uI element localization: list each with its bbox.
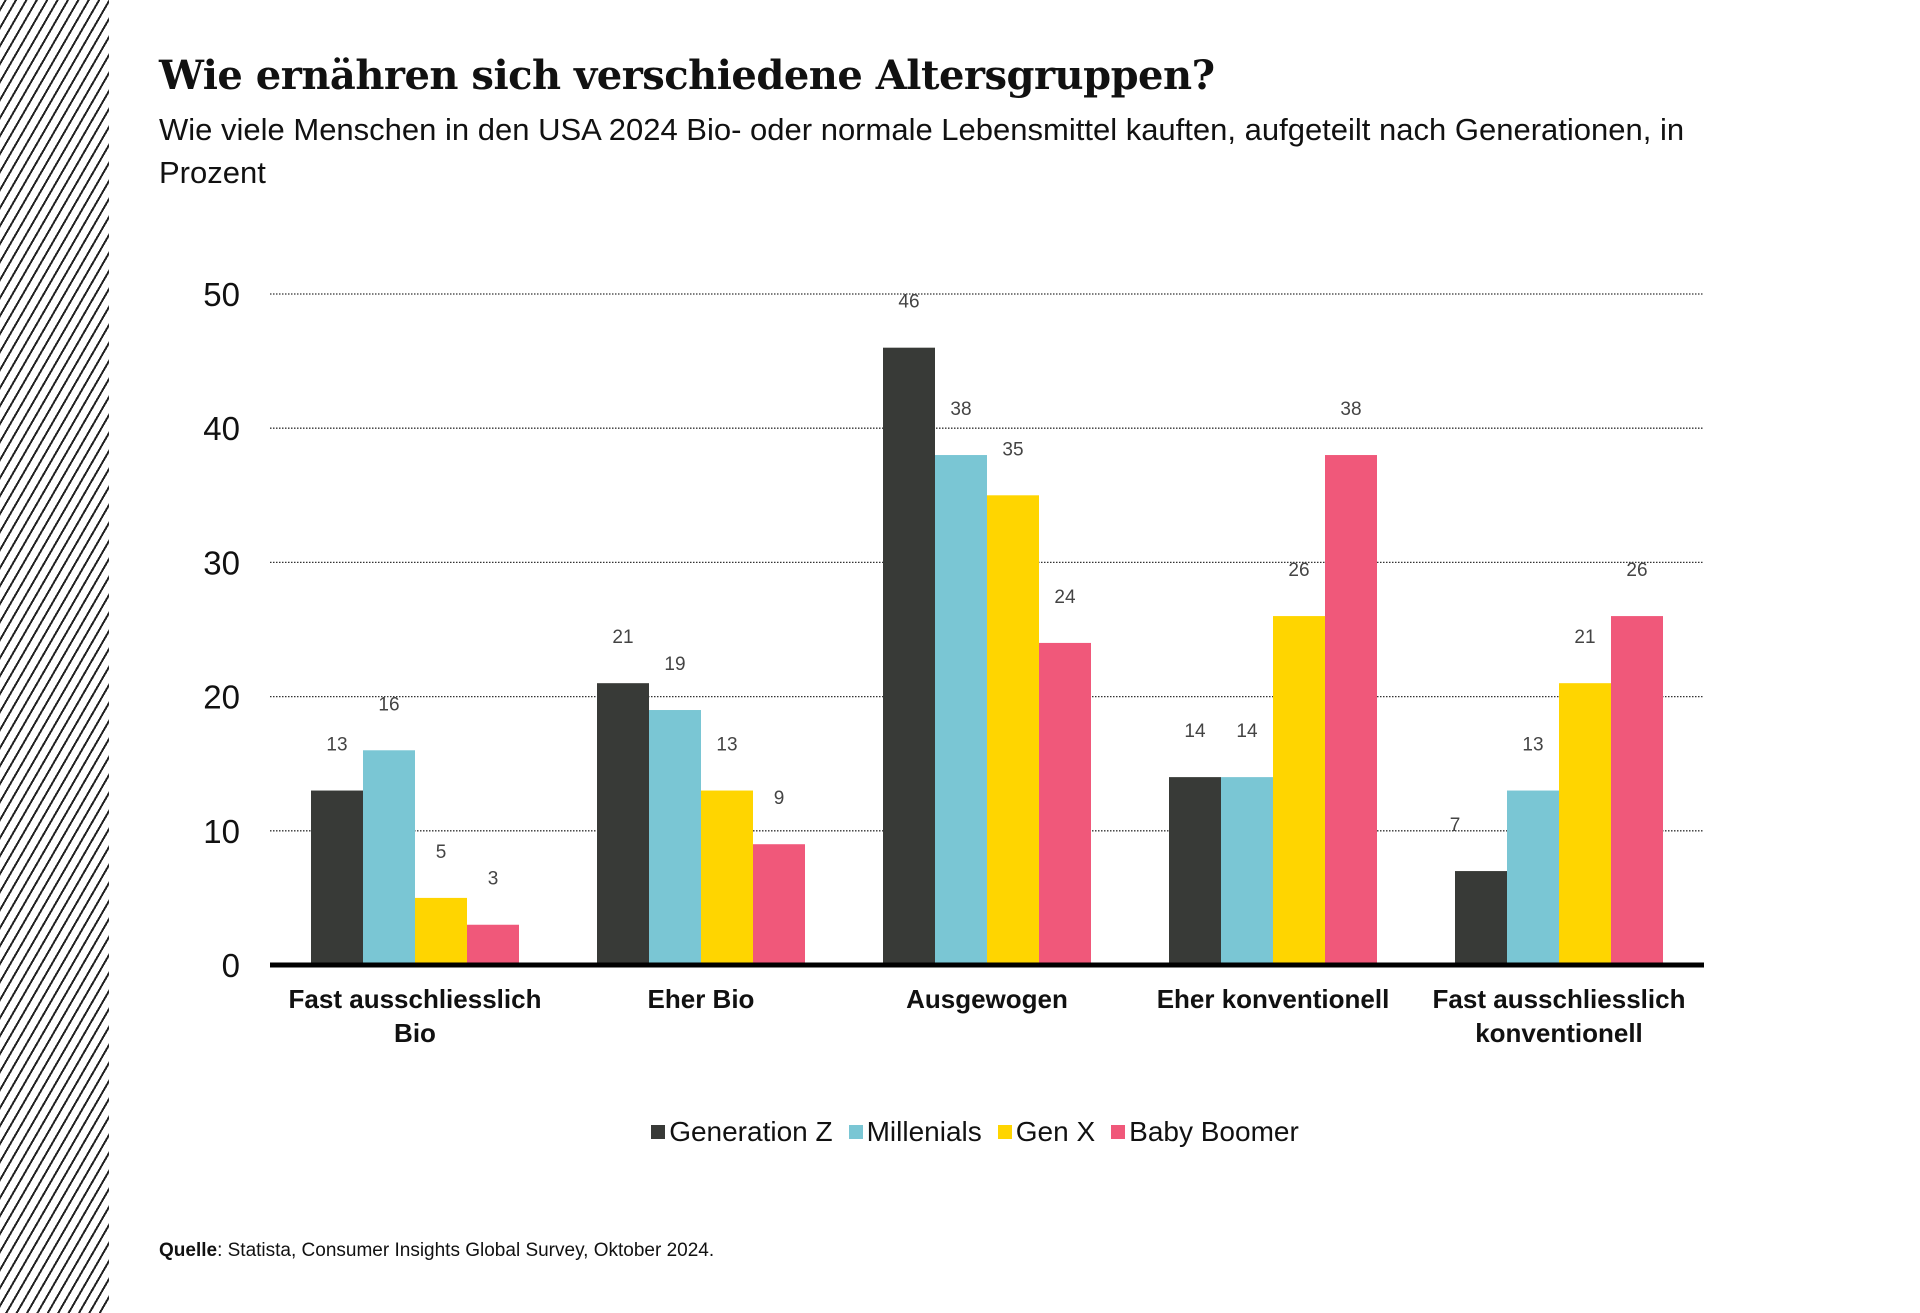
x-tick-label: Ausgewogen [906,984,1068,1014]
bar [467,924,519,965]
bar [987,495,1039,965]
legend: Generation Z Millenials Gen X Baby Boomer [0,1114,1920,1148]
legend-item: Millenials [848,1116,982,1148]
x-tick-label: Fast ausschliesslich [1433,984,1686,1014]
bar [1559,683,1611,965]
legend-label: Baby Boomer [1129,1116,1299,1147]
y-tick-label: 50 [203,276,240,313]
data-label: 3 [488,869,499,890]
bar [1455,871,1507,965]
data-label: 7 [1450,815,1461,836]
bar [1039,642,1091,965]
data-label: 21 [612,627,633,648]
data-label: 9 [774,788,785,809]
legend-label: Millenials [866,1116,982,1147]
data-label: 38 [950,399,971,420]
bar [649,710,701,965]
source-note: Quelle: Statista, Consumer Insights Glob… [159,1240,714,1262]
data-label: 14 [1236,721,1258,742]
bar [415,897,467,965]
data-label: 19 [664,654,685,675]
x-tick-label: Eher Bio [648,984,755,1014]
data-label: 13 [326,735,347,756]
legend-label: Generation Z [669,1116,833,1147]
x-tick-label: Eher konventionell [1157,984,1390,1014]
data-label: 21 [1574,627,1595,648]
hatched-border [0,0,109,1313]
data-label: 26 [1288,560,1309,581]
y-tick-label: 0 [222,947,240,984]
source-label: Quelle [159,1240,218,1261]
bar [701,790,753,965]
legend-swatch [651,1125,666,1139]
chart-subtitle: Wie viele Menschen in den USA 2024 Bio- … [159,112,1685,190]
y-tick-label: 20 [203,679,240,716]
legend-swatch [1111,1125,1126,1139]
x-tick-label: konventionell [1475,1018,1643,1048]
data-label: 24 [1054,587,1076,608]
y-tick-label: 40 [203,410,240,447]
bar [311,790,363,965]
bar [1221,777,1273,965]
source-text: : Statista, Consumer Insights Global Sur… [217,1240,715,1261]
bar [935,455,987,965]
x-tick-label: Bio [394,1018,436,1048]
legend-item: Gen X [997,1116,1096,1148]
legend-swatch [848,1125,863,1139]
data-label: 26 [1626,560,1647,581]
bar [883,347,935,965]
bar [1507,790,1559,965]
data-label: 16 [378,694,399,715]
legend-item: Baby Boomer [1111,1116,1299,1148]
data-label: 14 [1184,721,1206,742]
bar [1169,777,1221,965]
bar [1611,616,1663,965]
data-label: 38 [1340,399,1361,420]
data-label: 13 [716,735,737,756]
y-tick-label: 30 [203,544,240,581]
data-label: 5 [436,842,447,863]
data-label: 13 [1522,735,1543,756]
x-tick-label: Fast ausschliesslich [289,984,542,1014]
legend-item: Generation Z [651,1116,833,1148]
bar [1325,455,1377,965]
bar [753,844,805,965]
bar [597,683,649,965]
bar [363,750,415,965]
bar [1273,616,1325,965]
y-tick-label: 10 [203,813,240,850]
legend-label: Gen X [1015,1116,1096,1147]
data-label: 35 [1002,439,1023,460]
chart-title: Wie ernähren sich verschiedene Altersgru… [159,52,1215,99]
legend-swatch [997,1125,1012,1139]
data-label: 46 [898,292,919,313]
